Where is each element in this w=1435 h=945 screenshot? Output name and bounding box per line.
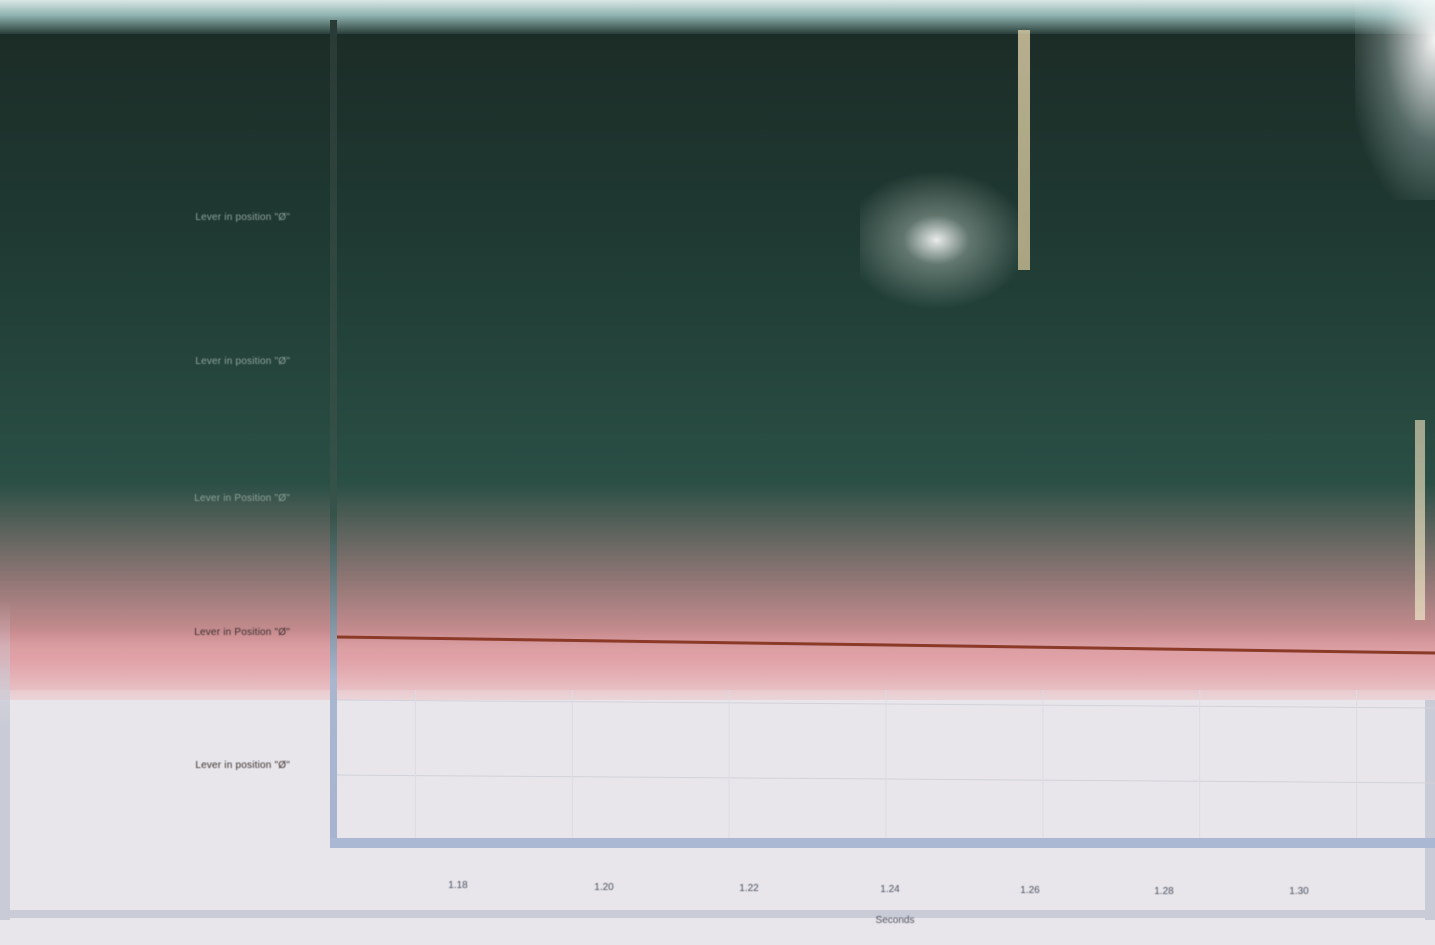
y-category-label: Lever in Position "Ø" (194, 493, 290, 504)
right-reflection-streak (1415, 420, 1425, 620)
reflection-streak (1018, 30, 1030, 270)
y-category-label: Lever in position "Ø" (195, 356, 290, 367)
x-tick-label: 1.26 (1020, 885, 1040, 896)
y-category-label: Lever in position "Ø" (195, 760, 290, 771)
y-category-label: Lever in position "Ø" (195, 212, 290, 223)
x-axis-label: Seconds (875, 915, 915, 926)
y-axis-line (330, 20, 337, 845)
y-category-label: Lever in Position "Ø" (194, 627, 290, 638)
screen-glare-background (0, 0, 1435, 690)
x-axis-line (330, 838, 1435, 848)
panel-left-border (0, 600, 10, 920)
light-reflection (860, 170, 1030, 310)
x-tick-label: 1.18 (448, 880, 468, 891)
x-tick-label: 1.24 (880, 884, 900, 895)
panel-bottom-border (0, 910, 1435, 918)
corner-reflection (1355, 0, 1435, 200)
x-tick-label: 1.22 (739, 883, 759, 894)
series-line (336, 635, 1435, 655)
x-tick-label: 1.28 (1154, 886, 1174, 897)
x-tick-label: 1.20 (594, 882, 614, 893)
x-tick-label: 1.30 (1289, 886, 1309, 897)
window-top-edge (0, 0, 1435, 34)
panel-right-border (1425, 700, 1435, 920)
